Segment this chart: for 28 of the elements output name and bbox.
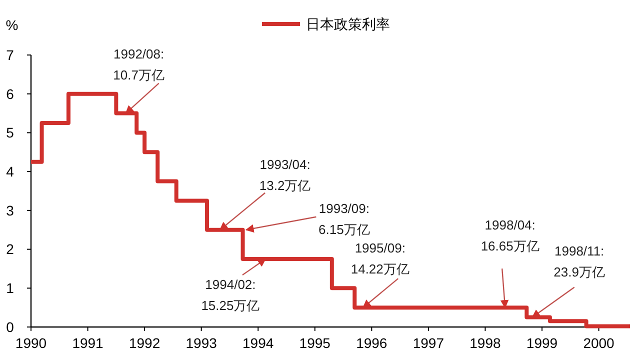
annotation: 1992/08: 10.7万亿 [113, 46, 164, 82]
annotation: 1994/02: 15.25万亿 [201, 277, 260, 313]
annotation: 1993/04: 13.2万亿 [259, 156, 311, 193]
annotation: 1993/09: 6.15万亿 [318, 200, 370, 237]
x-tick-label: 1993 [186, 335, 218, 351]
x-tick-label: 2000 [583, 335, 615, 351]
y-tick-label: 5 [6, 124, 14, 141]
y-tick-label: 4 [6, 163, 14, 180]
y-tick-label: 7 [6, 46, 14, 63]
y-axis-title: % [6, 17, 18, 33]
x-tick-label: 1996 [356, 335, 388, 351]
x-tick-label: 1990 [15, 335, 47, 351]
y-tick-label: 3 [6, 202, 14, 218]
x-tick-label: 1998 [470, 335, 501, 351]
y-tick-label: 0 [6, 318, 14, 335]
legend-label: 日本政策利率 [306, 16, 390, 32]
x-tick-label: 1992 [128, 335, 160, 351]
x-tick-label: 1997 [412, 335, 444, 351]
y-tick-label: 6 [6, 86, 14, 102]
annotation: 1995/09: 14.22万亿 [350, 240, 410, 277]
x-tick-label: 1995 [299, 335, 331, 351]
x-tick-label: 1999 [526, 335, 558, 351]
x-tick-label: 1991 [72, 335, 104, 351]
annotation: 1998/04: 16.65万亿 [480, 218, 540, 254]
x-tick-label: 1994 [242, 335, 274, 351]
y-tick-label: 2 [6, 241, 14, 258]
annotation: 1998/11: 23.9万亿 [554, 243, 605, 280]
y-tick-label: 1 [6, 280, 14, 296]
